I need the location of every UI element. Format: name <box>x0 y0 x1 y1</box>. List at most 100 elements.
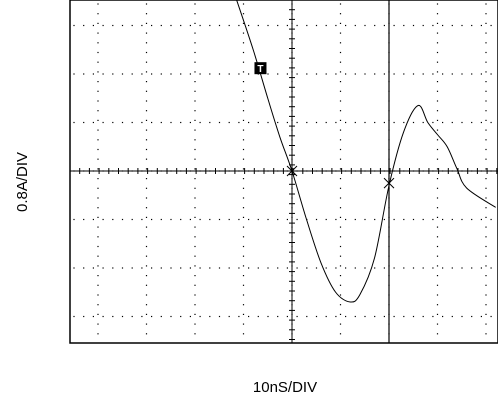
grid-dot <box>97 216 99 218</box>
grid-dot <box>339 61 342 63</box>
grid-dot <box>180 121 182 124</box>
grid-dot <box>485 313 487 315</box>
grid-dot <box>490 218 492 221</box>
grid-dot <box>194 178 196 180</box>
grid-dot <box>257 218 259 221</box>
grid-dot <box>364 267 366 269</box>
grid-dot <box>442 24 444 27</box>
grid-dot <box>170 267 172 269</box>
grid-dot <box>339 275 342 277</box>
grid-dot <box>436 197 439 199</box>
grid-dot <box>345 267 347 269</box>
grid-dot <box>189 218 191 221</box>
grid-dot <box>325 121 327 124</box>
grid-dot <box>339 81 342 83</box>
grid-dot <box>209 267 211 269</box>
grid-dot <box>345 24 347 27</box>
grid-dot <box>238 73 240 75</box>
grid-dot <box>436 90 439 92</box>
grid-dot <box>194 236 196 238</box>
markers: T <box>254 62 267 75</box>
grid-dot <box>238 121 240 124</box>
grid-dot <box>170 315 172 318</box>
grid-dot <box>194 119 196 121</box>
grid-dot <box>97 304 99 306</box>
grid-dot <box>92 24 94 27</box>
grid-dot <box>218 73 221 75</box>
grid-dot <box>97 81 99 83</box>
grid-dot <box>112 73 114 75</box>
grid-dot <box>145 304 148 306</box>
grid-dot <box>403 24 405 27</box>
grid-dot <box>97 32 99 34</box>
grid-dot <box>306 24 308 27</box>
grid-dot <box>194 32 196 34</box>
grid-dot <box>242 139 245 141</box>
grid-dot <box>485 178 487 180</box>
grid-dot <box>102 73 104 75</box>
grid-dot <box>145 90 148 92</box>
grid-dot <box>436 148 439 151</box>
grid-dot <box>170 24 172 27</box>
grid-dot <box>112 218 114 221</box>
grid-dot <box>339 304 342 306</box>
grid-dot <box>461 121 463 124</box>
grid-dot <box>145 139 148 141</box>
grid-dot <box>145 148 148 151</box>
grid-dot <box>374 267 376 269</box>
grid-dot <box>490 315 492 318</box>
grid-dot <box>242 323 245 325</box>
grid-dot <box>461 73 463 75</box>
grid-dot <box>228 121 230 124</box>
grid-dot <box>242 207 245 209</box>
grid-dot <box>306 267 308 269</box>
grid-dot <box>92 73 94 75</box>
grid-dot <box>436 22 439 24</box>
grid-dot <box>432 121 434 124</box>
grid-dot <box>436 284 439 286</box>
grid-dot <box>436 139 439 141</box>
grid-dot <box>145 275 148 277</box>
grid-dot <box>339 110 342 112</box>
grid-dot <box>242 129 245 131</box>
grid-dot <box>393 24 395 27</box>
grid-dot <box>194 51 196 54</box>
grid-dot <box>485 197 487 199</box>
grid-dot <box>286 73 288 75</box>
grid-dot <box>97 255 99 257</box>
grid-dot <box>383 315 385 318</box>
grid-dot <box>194 168 196 170</box>
grid-dot <box>242 71 245 73</box>
grid-dot <box>242 226 245 228</box>
grid-dot <box>194 294 196 296</box>
grid-dot <box>218 267 221 269</box>
grid-dot <box>242 304 245 306</box>
grid-dot <box>354 315 356 318</box>
grid-dot <box>296 24 298 27</box>
grid-dot <box>436 207 439 209</box>
grid-dot <box>194 3 196 5</box>
grid-dot <box>315 121 318 124</box>
center-axes <box>70 0 498 343</box>
grid-dot <box>436 178 439 180</box>
grid-dot <box>485 236 487 238</box>
grid-dot <box>436 129 439 131</box>
grid-dot <box>442 315 444 318</box>
grid-dot <box>145 42 148 44</box>
grid-dot <box>354 24 356 27</box>
grid-dot <box>393 73 395 75</box>
grid-dot <box>160 121 162 124</box>
grid-dot <box>485 119 487 121</box>
grid-dot <box>97 197 99 199</box>
grid-dot <box>102 315 104 318</box>
grid-dot <box>436 294 439 296</box>
grid-dot <box>145 226 148 228</box>
grid-dot <box>436 119 439 121</box>
grid-dot <box>383 121 385 124</box>
grid-dot <box>97 333 99 335</box>
grid-dot <box>364 24 366 27</box>
grid-dot <box>485 139 487 141</box>
grid-dot <box>485 51 487 54</box>
grid-dot <box>485 294 487 296</box>
grid-dot <box>436 255 439 257</box>
